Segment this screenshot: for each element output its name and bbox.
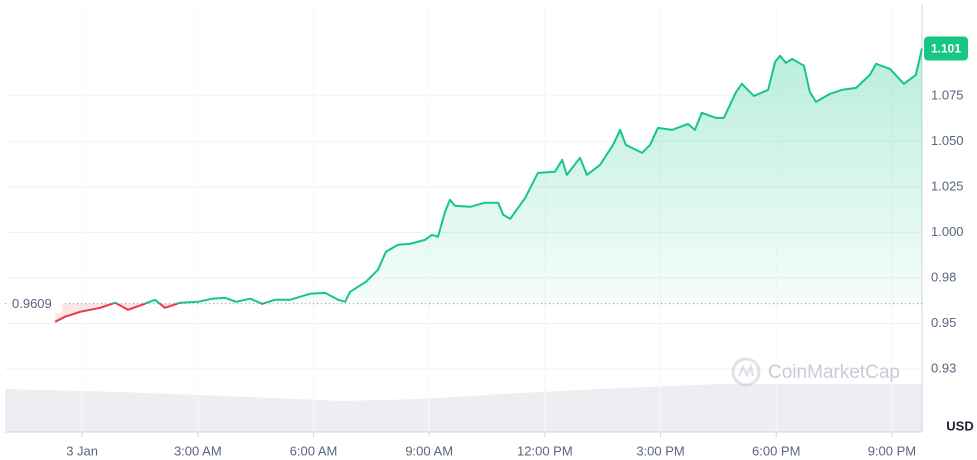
baseline-label: 0.9609: [12, 296, 52, 311]
watermark-logo: [731, 357, 761, 387]
plot: [5, 48, 923, 323]
last-price-label: 1.101: [931, 42, 961, 56]
volume-area: [5, 384, 922, 432]
x-tick-label: 6:00 AM: [290, 443, 338, 458]
x-tick-label: 3:00 PM: [636, 443, 684, 458]
currency-label: USD: [946, 418, 973, 433]
watermark: CoinMarketCap: [768, 362, 900, 383]
x-tick-label: 6:00 PM: [752, 443, 800, 458]
x-tick-label: 9:00 AM: [405, 443, 453, 458]
y-tick-label: 1.025: [931, 178, 964, 193]
y-tick-label: 1.075: [931, 87, 964, 102]
y-tick-label: 0.95: [931, 315, 956, 330]
x-tick-label: 12:00 PM: [517, 443, 573, 458]
y-tick-label: 1.050: [931, 133, 964, 148]
y-tick-label: 0.93: [931, 360, 956, 375]
baseline-badge: [6, 293, 62, 314]
price-line: [54, 48, 923, 323]
price-area: [55, 48, 923, 322]
x-tick-label: 9:00 PM: [868, 443, 916, 458]
x-tick-label: 3:00 AM: [174, 443, 222, 458]
x-tick-label: 3 Jan: [66, 443, 98, 458]
labels: 1.075 1.050 1.025 1.000 0.98 0.95 0.93 3 Jan 3:0…: [6, 36, 968, 458]
y-tick-label: 0.98: [931, 269, 956, 284]
last-price-badge: [924, 36, 968, 61]
y-tick-label: 1.000: [931, 224, 964, 239]
